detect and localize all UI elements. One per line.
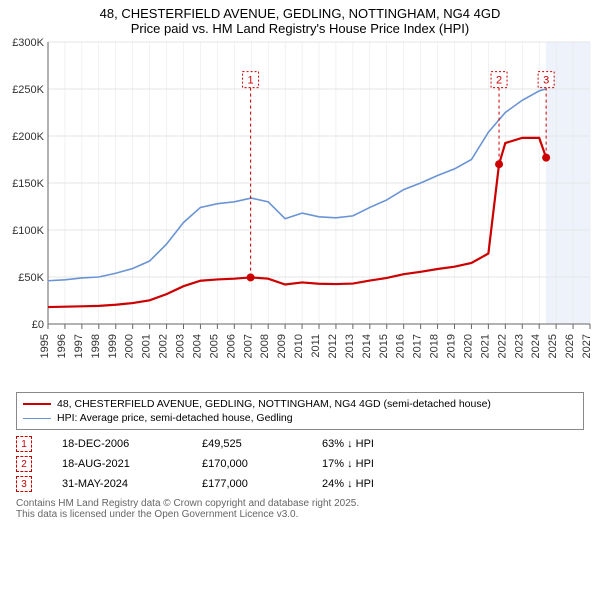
x-tick-label: 2008 bbox=[259, 334, 271, 358]
sales-table: 1 18-DEC-2006 £49,525 63% ↓ HPI 2 18-AUG-2021… bbox=[16, 434, 584, 494]
sale-marker-dot bbox=[542, 154, 550, 162]
x-tick-label: 2013 bbox=[344, 334, 356, 358]
sale-row-price: £170,000 bbox=[202, 458, 292, 470]
y-tick-label: £50K bbox=[18, 272, 44, 284]
title-line-1: 48, CHESTERFIELD AVENUE, GEDLING, NOTTIN… bbox=[0, 6, 600, 21]
x-tick-label: 2011 bbox=[310, 334, 322, 358]
sale-row: 2 18-AUG-2021 £170,000 17% ↓ HPI bbox=[16, 454, 584, 474]
legend-row: HPI: Average price, semi-detached house,… bbox=[23, 411, 577, 425]
sale-row-price: £49,525 bbox=[202, 438, 292, 450]
x-tick-label: 2007 bbox=[242, 334, 254, 358]
y-tick-label: £0 bbox=[32, 319, 44, 331]
x-tick-label: 2026 bbox=[564, 334, 576, 358]
x-tick-label: 1995 bbox=[39, 334, 51, 358]
x-tick-label: 2018 bbox=[429, 334, 441, 358]
sale-marker-number: 2 bbox=[496, 75, 502, 87]
y-tick-label: £300K bbox=[12, 37, 44, 49]
footnote-line-2: This data is licensed under the Open Gov… bbox=[16, 509, 584, 520]
x-tick-label: 2009 bbox=[276, 334, 288, 358]
x-tick-label: 2000 bbox=[124, 334, 136, 358]
x-tick-label: 1998 bbox=[90, 334, 102, 358]
sale-marker-dot bbox=[495, 160, 503, 168]
sale-marker-number: 1 bbox=[248, 75, 254, 87]
legend-row: 48, CHESTERFIELD AVENUE, GEDLING, NOTTIN… bbox=[23, 397, 577, 411]
y-tick-label: £250K bbox=[12, 84, 44, 96]
legend-label: HPI: Average price, semi-detached house,… bbox=[57, 412, 293, 424]
x-tick-label: 2025 bbox=[547, 334, 559, 358]
legend-swatch bbox=[23, 403, 51, 405]
x-tick-label: 2027 bbox=[581, 334, 593, 358]
legend: 48, CHESTERFIELD AVENUE, GEDLING, NOTTIN… bbox=[16, 392, 584, 430]
sale-row-date: 31-MAY-2024 bbox=[62, 478, 172, 490]
sale-row: 3 31-MAY-2024 £177,000 24% ↓ HPI bbox=[16, 474, 584, 494]
x-tick-label: 2005 bbox=[208, 334, 220, 358]
x-tick-label: 2010 bbox=[293, 334, 305, 358]
price-chart: £0 £50K £100K £150K £200K £250K £300K 1995 1996 1… bbox=[0, 36, 600, 386]
sale-marker-dot bbox=[247, 273, 255, 281]
sale-row: 1 18-DEC-2006 £49,525 63% ↓ HPI bbox=[16, 434, 584, 454]
legend-label: 48, CHESTERFIELD AVENUE, GEDLING, NOTTIN… bbox=[57, 398, 491, 410]
x-tick-label: 2021 bbox=[479, 334, 491, 358]
x-tick-label: 2001 bbox=[141, 334, 153, 358]
x-tick-label: 2014 bbox=[361, 334, 373, 358]
legend-swatch bbox=[23, 418, 51, 419]
footnote-line-1: Contains HM Land Registry data © Crown c… bbox=[16, 498, 584, 509]
x-tick-label: 2003 bbox=[175, 334, 187, 358]
x-tick-label: 2022 bbox=[496, 334, 508, 358]
x-tick-label: 1999 bbox=[107, 334, 119, 358]
x-tick-label: 2002 bbox=[158, 334, 170, 358]
chart-container: £0 £50K £100K £150K £200K £250K £300K 1995 1996 1… bbox=[0, 36, 600, 386]
sale-marker-number: 3 bbox=[543, 75, 549, 87]
title-line-2: Price paid vs. HM Land Registry's House … bbox=[0, 21, 600, 36]
x-tick-label: 2017 bbox=[412, 334, 424, 358]
sale-row-delta: 24% ↓ HPI bbox=[322, 478, 422, 490]
sale-row-marker: 2 bbox=[16, 456, 32, 472]
sale-row-date: 18-DEC-2006 bbox=[62, 438, 172, 450]
sale-row-delta: 63% ↓ HPI bbox=[322, 438, 422, 450]
x-tick-label: 2004 bbox=[191, 334, 203, 358]
y-tick-label: £150K bbox=[12, 178, 44, 190]
sale-row-delta: 17% ↓ HPI bbox=[322, 458, 422, 470]
x-tick-label: 1997 bbox=[73, 334, 85, 358]
sale-row-price: £177,000 bbox=[202, 478, 292, 490]
x-tick-label: 2023 bbox=[513, 334, 525, 358]
y-tick-label: £100K bbox=[12, 225, 44, 237]
x-tick-label: 2015 bbox=[378, 334, 390, 358]
sale-row-marker: 3 bbox=[16, 476, 32, 492]
x-tick-label: 2006 bbox=[225, 334, 237, 358]
y-tick-label: £200K bbox=[12, 131, 44, 143]
footnote: Contains HM Land Registry data © Crown c… bbox=[16, 498, 584, 520]
x-tick-label: 2016 bbox=[395, 334, 407, 358]
x-tick-label: 1996 bbox=[56, 334, 68, 358]
x-tick-label: 2020 bbox=[462, 334, 474, 358]
x-tick-label: 2024 bbox=[530, 334, 542, 358]
x-tick-label: 2012 bbox=[327, 334, 339, 358]
x-tick-label: 2019 bbox=[446, 334, 458, 358]
sale-row-marker: 1 bbox=[16, 436, 32, 452]
sale-row-date: 18-AUG-2021 bbox=[62, 458, 172, 470]
